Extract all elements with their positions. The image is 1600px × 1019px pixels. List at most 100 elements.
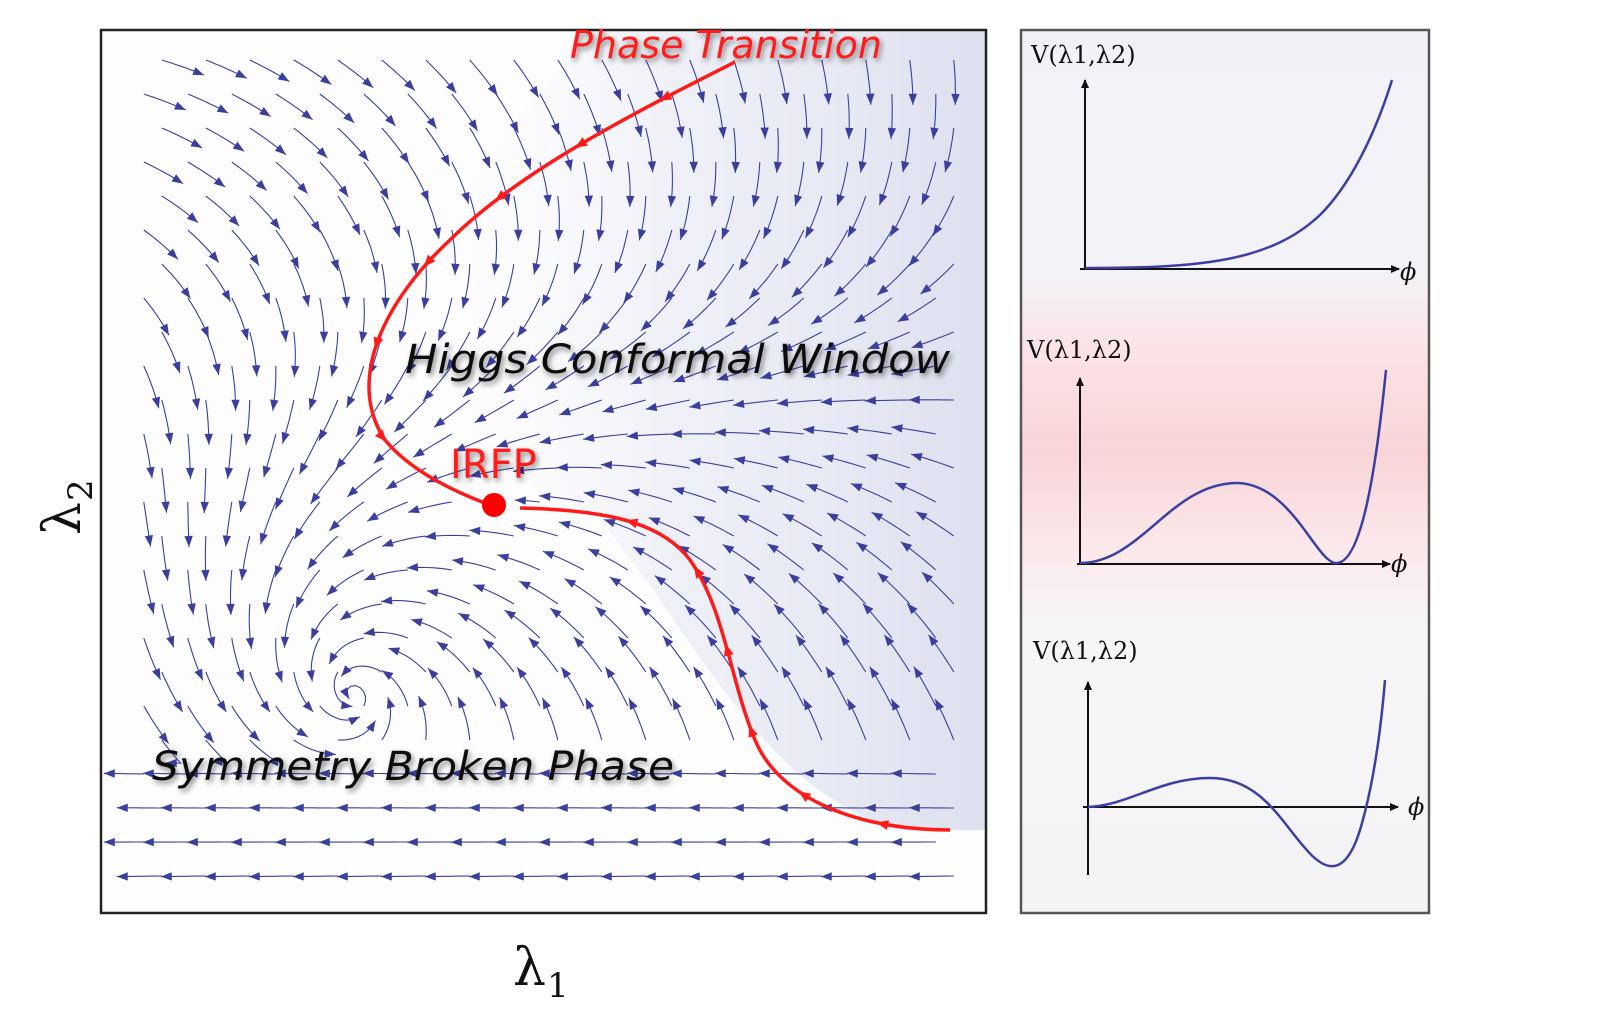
flow-arrowhead [213,177,226,188]
flow-arrowhead [774,604,785,615]
flow-arrowhead [697,259,707,271]
flow-arrowhead [380,803,392,812]
flow-arrowhead [363,627,376,636]
critical-line-phase-transition [367,60,736,507]
flow-arrowhead [519,581,531,590]
flow-arrowhead [216,104,229,114]
flow-arrowhead [454,443,467,452]
flow-arrowhead [248,872,260,881]
flow-arrowhead [427,668,439,680]
flow-arrowhead [482,156,491,169]
flow-arrowhead [262,602,271,614]
potential-label-2: V(λ1,λ2) [1026,336,1132,364]
flow-arrowhead [398,330,407,343]
flow-arrowhead [827,513,839,522]
potential-panel: V(λ1,λ2) ϕ V(λ1,λ2) ϕ V(λ1,λ2) ϕ [1019,28,1431,915]
flow-arrowhead [539,436,552,445]
potential-plot-1: V(λ1,λ2) ϕ [1030,41,1416,286]
flow-arrowhead [922,572,933,583]
flow-arrowhead [944,160,953,173]
flow-arrowhead [347,486,359,497]
flow-arrowhead [824,342,837,350]
flow-arrowhead [299,462,309,475]
flow-arrowhead [359,331,368,343]
flow-arrowhead [201,569,210,581]
flow-arrowhead [662,635,674,647]
flow-arrowhead [781,257,791,269]
flow-arrowhead [523,157,532,170]
flow-arrowhead [446,81,457,94]
flow-arrowhead [152,668,161,680]
flow-arrowhead [228,215,240,226]
potential-curve-2 [1079,369,1388,565]
flow-arrowhead [920,284,932,295]
flow-arrowhead [866,255,877,267]
flow-arrowhead [404,79,415,91]
flow-arrowhead [840,635,851,647]
flow-arrowhead [673,374,686,383]
flow-arrowhead [676,126,685,138]
flow-arrowhead [836,193,845,206]
flow-arrowhead [683,318,695,329]
flow-arrowhead [340,687,350,699]
flow-arrowhead [160,323,169,336]
potential-label-3: V(λ1,λ2) [1032,637,1138,665]
flow-arrowhead [763,226,772,239]
flow-arrowhead [542,294,551,306]
flow-arrowhead [380,872,392,881]
flow-arrowhead [538,769,550,778]
flow-arrowhead [185,467,195,479]
flow-arrowhead [343,112,355,123]
flow-arrowhead [259,532,268,545]
flow-arrowhead [438,329,447,341]
flow-arrowhead [644,803,656,812]
flow-arrowhead [696,91,705,103]
flow-arrowhead [184,535,193,547]
flow-arrowhead [688,803,700,812]
flow-arrowhead [778,455,790,464]
flow-arrowhead [864,396,876,405]
flow-arrowhead [230,769,242,778]
flow-arrowhead [386,480,398,490]
flow-arrowhead [226,603,235,615]
flow-arrowhead [689,401,701,410]
flow-arrowhead [473,584,485,593]
flow-arrowhead [116,872,128,881]
flow-arrowhead [277,72,290,82]
flow-arrowhead [605,667,616,679]
critical-line-arrowhead [659,90,673,101]
flow-arrowhead [791,286,803,298]
flow-arrowhead [262,292,270,305]
flow-arrowhead [714,769,726,778]
flow-arrowhead [559,520,571,529]
flow-arrowhead [781,92,790,104]
flow-arrowhead [729,604,741,616]
flow-arrowhead [588,548,600,558]
x-axis-subscript: 1 [547,966,569,1006]
flow-arrowhead [469,526,481,536]
flow-arrowhead [850,483,863,492]
flow-arrowhead [707,289,718,301]
flow-arrowhead [392,225,401,238]
flow-arrowhead [890,224,900,237]
flow-arrowhead [864,803,876,812]
flow-arrowhead [866,93,875,105]
flow-arrowhead [803,425,815,435]
flow-arrowhead [424,803,436,812]
flow-arrowhead [274,837,286,847]
critical-line-arrowhead [625,518,639,529]
flow-arrowhead [645,459,657,468]
flow-arrowhead [545,380,558,390]
flow-arrowhead [382,538,394,547]
flow-arrowhead [290,256,299,269]
flow-arrowhead [144,535,153,547]
flow-arrowhead [908,872,920,881]
flow-arrowhead [847,369,860,378]
flow-arrowhead [468,872,480,881]
flow-arrowhead [387,697,396,709]
flow-arrowhead [760,127,769,139]
y-axis-symbol: λ [33,502,93,535]
flow-arrowhead [716,698,725,711]
flow-arrowhead [568,351,580,362]
